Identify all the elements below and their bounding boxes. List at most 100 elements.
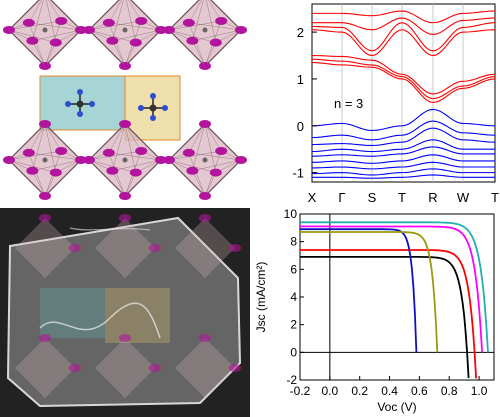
octahedron-edge	[112, 29, 162, 42]
overlay-octahedron	[175, 338, 235, 398]
octahedron-edge	[204, 123, 222, 152]
iodine-atom	[22, 18, 35, 27]
iodine-atom	[129, 38, 142, 47]
iodine-atom	[3, 26, 15, 34]
jv-curve-1	[300, 256, 470, 379]
organic-cation-1	[65, 89, 95, 117]
lead-atom	[42, 27, 48, 33]
overlay-atom	[229, 244, 241, 252]
octahedron-edge	[44, 42, 57, 67]
overlay-atom	[149, 244, 161, 252]
iodine-atom	[39, 192, 51, 200]
octahedron-edge	[8, 20, 62, 31]
octahedron-edge	[124, 42, 137, 67]
octahedron-edge	[88, 150, 142, 161]
octahedron-edge	[32, 29, 82, 42]
y-tick-label: -1	[292, 166, 304, 181]
octahedron-edge	[108, 22, 162, 31]
nitrogen-atom	[162, 105, 168, 111]
octahedron-3	[163, 0, 247, 70]
octahedron-edge	[8, 159, 56, 173]
iodine-atom	[49, 38, 62, 47]
overlay-octahedron	[15, 218, 75, 278]
octahedron-edge	[188, 152, 206, 197]
lead-atom	[122, 157, 128, 163]
band-frame	[311, 3, 496, 183]
band-annotation: n = 3	[334, 96, 363, 111]
octahedron-edge	[192, 29, 242, 42]
y-tick-label: -2	[286, 373, 297, 387]
octahedron-edge	[44, 123, 57, 173]
kpoint-label: X	[308, 190, 317, 205]
x-tick-label: 0.4	[381, 384, 398, 398]
x-tick-label: -0.2	[290, 384, 311, 398]
band-line	[311, 22, 496, 52]
iodine-atom	[182, 18, 195, 27]
crystal-structure-panel	[0, 0, 250, 208]
iodine-atom	[119, 192, 131, 200]
octahedron-edge	[112, 159, 162, 172]
overlay-atom	[149, 364, 161, 372]
lead-atom	[202, 157, 208, 163]
octahedron-edge	[112, 170, 126, 197]
octahedron-edge	[32, 0, 44, 41]
octahedron-edge	[126, 0, 137, 43]
iodine-atom	[83, 156, 95, 164]
iodine-atom	[39, 120, 51, 128]
kpoint-label: W	[457, 190, 470, 205]
octahedron-edge	[112, 40, 126, 67]
octahedron-edge	[32, 123, 46, 171]
octahedron-edge	[192, 40, 206, 67]
band-line	[312, 10, 496, 24]
octahedron-2	[83, 0, 167, 70]
iodine-atom	[182, 148, 195, 157]
octahedron-edge	[112, 0, 124, 41]
band-line	[311, 29, 496, 57]
jv-curve-chart: 10 8 6 4 2 0 -2-0.2 0.0 0.2 0.4 0.6 0.8 1.0 Voc (V) Js…	[254, 208, 495, 414]
chart-frame	[299, 213, 495, 381]
iodine-atom	[22, 148, 35, 157]
kpoint-label: S	[368, 190, 377, 205]
octahedron-1	[3, 0, 87, 70]
band-line	[311, 54, 496, 95]
overlay-atom	[69, 244, 81, 252]
octahedron-edge	[128, 0, 142, 22]
iodine-atom	[199, 62, 211, 70]
overlay-atom	[69, 364, 81, 372]
overlay-atom	[199, 214, 211, 222]
octahedron-edge	[192, 123, 206, 171]
lead-atom	[42, 157, 48, 163]
iodine-atom	[235, 26, 247, 34]
octahedron-edge	[28, 22, 82, 31]
octahedron-edge	[188, 22, 206, 67]
iodine-atom	[55, 147, 68, 155]
iodine-atom	[163, 156, 175, 164]
nitrogen-atom	[150, 93, 156, 99]
overlay-atom	[119, 214, 131, 222]
nitrogen-atom	[89, 101, 95, 107]
band-line	[311, 154, 495, 164]
octahedron-edge	[168, 29, 216, 43]
octahedron-edge	[88, 29, 136, 43]
octahedron-edge	[192, 159, 242, 172]
octahedron-edge	[188, 22, 242, 31]
octahedron-edge	[44, 123, 62, 152]
octahedron-edge	[108, 0, 122, 23]
y-tick-label: 8	[290, 235, 297, 249]
octahedron-edge	[124, 123, 137, 173]
kpoint-label: R	[428, 190, 437, 205]
iodine-atom	[83, 26, 95, 34]
octahedron-edge	[48, 0, 62, 22]
band-line	[311, 58, 496, 100]
iodine-atom	[163, 26, 175, 34]
nitrogen-atom	[77, 111, 83, 117]
octahedron-edge	[28, 0, 42, 23]
iodine-atom	[235, 156, 247, 164]
iodine-atom	[186, 166, 199, 175]
octahedron-edge	[32, 170, 46, 197]
iodine-atom	[3, 156, 15, 164]
octahedron-edge	[124, 123, 142, 152]
octahedron-edge	[108, 123, 126, 153]
lead-atom	[202, 27, 208, 33]
overlay-octahedron	[15, 338, 75, 398]
